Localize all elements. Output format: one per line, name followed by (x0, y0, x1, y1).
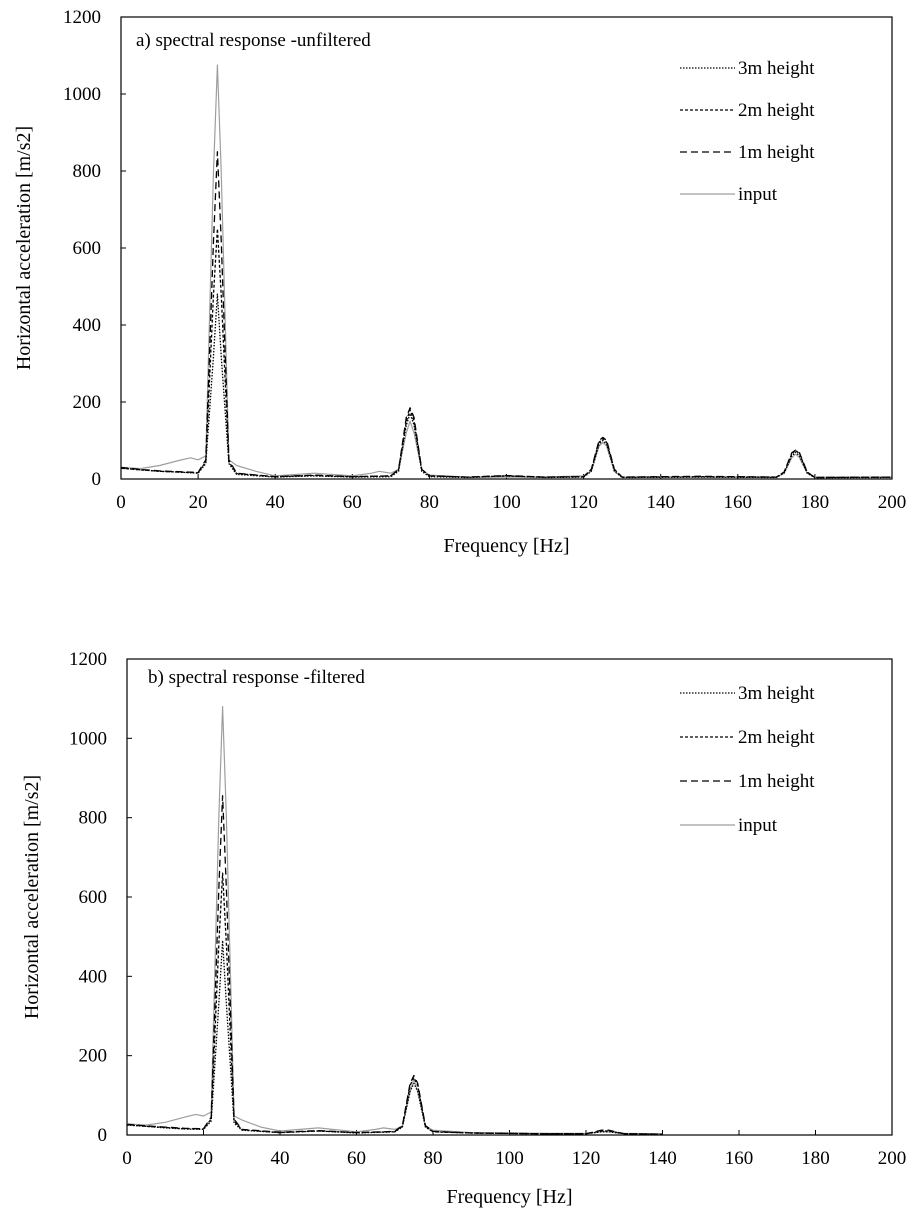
legend-label: 3m height (738, 58, 815, 79)
chart-title: a) spectral response -unfiltered (136, 30, 371, 51)
x-tick-label: 200 (878, 492, 907, 513)
x-tick-label: 40 (271, 1148, 290, 1169)
x-axis-title: Frequency [Hz] (446, 1186, 572, 1208)
plot-frame (120, 16, 893, 480)
y-tick-label: 400 (79, 966, 108, 987)
x-tick-label: 100 (495, 1148, 524, 1169)
y-tick-label: 400 (73, 315, 102, 336)
y-tick-label: 1000 (63, 84, 101, 105)
x-tick-label: 160 (724, 492, 753, 513)
x-tick-label: 200 (878, 1148, 907, 1169)
x-tick-label: 20 (194, 1148, 213, 1169)
x-tick-label: 0 (116, 492, 126, 513)
legend: 3m height 2m height 1m height input (680, 683, 815, 836)
y-tick-label: 1200 (63, 7, 101, 28)
x-tick-label: 120 (569, 492, 598, 513)
y-axis-title: Horizontal acceleration [m/s2] (21, 775, 43, 1019)
x-tick-label: 20 (189, 492, 208, 513)
y-tick-label: 600 (79, 887, 108, 908)
y-tick-label: 1200 (69, 649, 107, 670)
x-tick-label: 40 (266, 492, 285, 513)
x-tick-label: 160 (725, 1148, 754, 1169)
y-tick-label: 800 (73, 161, 102, 182)
series-line-2m-height (126, 872, 663, 1135)
series-line-3m-height (120, 293, 893, 479)
x-tick-label: 60 (343, 492, 362, 513)
y-tick-label: 200 (73, 392, 102, 413)
chart-panel-b: 0 20 40 60 80 100 120 140 160 180 200 0 200 400 600 800… (21, 649, 906, 1208)
chart-title: b) spectral response -filtered (148, 667, 365, 688)
series-line-3m-height (126, 939, 663, 1135)
x-tick-label: 80 (424, 1148, 443, 1169)
y-tick-label: 1000 (69, 728, 107, 749)
y-tick-label: 0 (92, 469, 102, 490)
legend: 3m height 2m height 1m height input (680, 58, 815, 205)
series-line-1m-height (120, 151, 893, 479)
series-line-input (120, 64, 892, 478)
x-tick-label: 180 (801, 1148, 830, 1169)
series-line-2m-height (120, 228, 893, 479)
legend-label: input (738, 184, 778, 205)
legend-label: 1m height (738, 142, 815, 163)
y-tick-label: 200 (79, 1046, 108, 1067)
y-tick-label: 600 (73, 238, 102, 259)
legend-label: 3m height (738, 683, 815, 704)
y-tick-label: 800 (79, 808, 108, 829)
chart-panel-a: 0 20 40 60 80 100 120 140 160 180 200 0 200 400 600 800… (13, 7, 906, 557)
y-axis-title: Horizontal acceleration [m/s2] (13, 126, 35, 370)
legend-label: input (738, 815, 778, 836)
x-tick-label: 100 (492, 492, 521, 513)
series-line-input (126, 706, 663, 1135)
legend-label: 2m height (738, 100, 815, 121)
x-tick-label: 140 (646, 492, 675, 513)
x-tick-label: 80 (420, 492, 439, 513)
x-tick-label: 0 (122, 1148, 132, 1169)
legend-label: 2m height (738, 727, 815, 748)
y-tick-label: 0 (98, 1125, 108, 1146)
x-tick-label: 180 (801, 492, 830, 513)
x-axis-title: Frequency [Hz] (443, 535, 569, 557)
series-line-1m-height (126, 795, 663, 1135)
legend-label: 1m height (738, 771, 815, 792)
x-tick-label: 120 (572, 1148, 601, 1169)
x-tick-label: 140 (648, 1148, 677, 1169)
x-tick-label: 60 (347, 1148, 366, 1169)
